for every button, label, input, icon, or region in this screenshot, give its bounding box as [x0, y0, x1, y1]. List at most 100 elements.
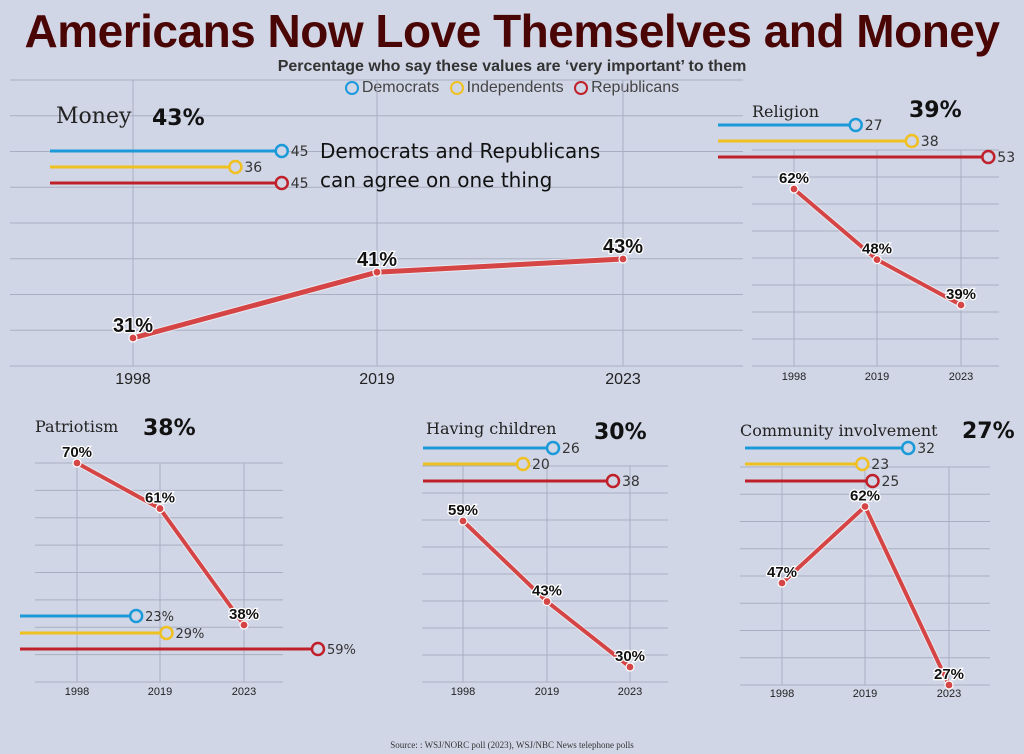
party-marker-independents: [159, 625, 174, 641]
party-marker-democrats: [848, 117, 863, 133]
party-value-label: 53: [997, 150, 1015, 166]
panel-headline-value: 30%: [594, 420, 647, 445]
data-point: [372, 267, 382, 277]
x-tick-label: 2023: [232, 686, 256, 698]
data-point: [872, 255, 882, 265]
source-note: Source: : WSJ/NORC poll (2023), WSJ/NBC …: [390, 740, 634, 750]
data-label: 48%: [862, 241, 892, 258]
party-marker-republicans: [310, 641, 326, 657]
data-point: [625, 662, 635, 672]
panel-headline-value: 27%: [962, 419, 1015, 444]
panel-title: Patriotism: [35, 417, 118, 436]
party-marker-democrats: [128, 608, 144, 624]
legend-item-independents: Independents: [449, 79, 564, 97]
panel-having-children: 1998 2019 2023 Having children 30% 26 20 38 59% 4…: [422, 419, 668, 698]
data-label: 27%: [934, 666, 964, 683]
data-label: 30%: [615, 648, 645, 665]
x-tick-label: 2019: [535, 686, 559, 698]
panel-title: Having children: [426, 419, 556, 438]
party-value-label: 29%: [175, 627, 204, 642]
republicans-marker-icon: [574, 81, 589, 95]
party-marker-democrats: [545, 440, 561, 456]
party-value-label: 20: [532, 457, 550, 473]
data-label: 39%: [946, 286, 976, 303]
data-point: [789, 184, 799, 194]
party-marker-republicans: [865, 473, 880, 489]
data-point: [956, 300, 966, 310]
legend-label: Democrats: [361, 79, 440, 96]
data-point: [618, 254, 628, 264]
party-value-label: 45: [291, 176, 309, 192]
party-marker-independents: [228, 159, 243, 175]
party-marker-democrats: [900, 440, 916, 456]
panel-headline-value: 39%: [909, 98, 962, 123]
independents-marker-icon: [449, 81, 464, 95]
data-label: 62%: [779, 170, 809, 187]
data-label: 47%: [767, 564, 797, 581]
party-value-label: 59%: [327, 643, 356, 658]
legend: Democrats Independents Republicans: [0, 79, 1024, 100]
x-tick-label: 2019: [853, 688, 877, 700]
data-point: [239, 620, 249, 630]
x-tick-label: 2023: [937, 688, 961, 700]
x-tick-label: 2019: [865, 371, 889, 383]
data-label: 70%: [62, 444, 92, 461]
x-tick-label: 2023: [605, 371, 641, 388]
party-marker-democrats: [274, 143, 289, 159]
data-label: 38%: [229, 606, 259, 623]
party-value-label: 36: [244, 160, 262, 176]
data-label: 62%: [850, 488, 880, 505]
democrats-marker-icon: [344, 81, 359, 95]
panel-money: 1998 2019 2023 Money 43% 45 36 45 31% 41% 43% Democ…: [10, 79, 743, 388]
annotation-text: Democrats and Republicans: [320, 139, 600, 163]
x-tick-label: 1998: [115, 371, 151, 388]
party-value-label: 38: [921, 134, 939, 150]
party-marker-independents: [515, 456, 531, 472]
legend-item-republicans: Republicans: [574, 79, 679, 97]
legend-label: Republicans: [591, 79, 680, 96]
party-marker-republicans: [981, 149, 996, 165]
legend-item-democrats: Democrats: [344, 79, 440, 97]
data-label: 31%: [113, 315, 153, 337]
chart-title: Americans Now Love Themselves and Money: [24, 5, 1000, 57]
party-value-label: 45: [291, 144, 309, 160]
panel-headline-value: 43%: [152, 106, 205, 131]
party-marker-independents: [904, 133, 920, 149]
data-point: [128, 333, 138, 343]
party-value-label: 38: [622, 474, 640, 490]
grid: [422, 465, 668, 683]
chart-subtitle: Percentage who say these values are ‘ver…: [277, 58, 747, 75]
grid: [10, 79, 743, 367]
panel-community-involvement: 1998 2019 2023 Community involvement 27% 32 23…: [740, 419, 1015, 700]
annotation-text: can agree on one thing: [320, 168, 552, 192]
party-value-label: 26: [562, 441, 580, 457]
x-tick-label: 2019: [359, 371, 395, 388]
panel-title: Religion: [752, 102, 819, 121]
panel-headline-value: 38%: [143, 416, 196, 441]
party-value-label: 23%: [145, 610, 174, 625]
party-value-label: 23: [871, 457, 889, 473]
x-tick-label: 1998: [770, 688, 794, 700]
x-tick-label: 1998: [65, 686, 89, 698]
x-tick-label: 2023: [949, 371, 973, 383]
party-value-label: 32: [917, 441, 935, 457]
party-value-label: 25: [882, 474, 900, 490]
data-label: 59%: [448, 502, 478, 519]
x-tick-label: 2019: [148, 686, 172, 698]
data-label: 41%: [357, 249, 397, 271]
data-label: 43%: [603, 236, 643, 258]
x-tick-label: 2023: [618, 686, 642, 698]
party-marker-republicans: [274, 175, 289, 191]
panel-patriotism: 1998 2019 2023 Patriotism 38% 23%29% 59% 70% 61%…: [20, 416, 356, 698]
data-point: [155, 503, 165, 514]
legend-label: Independents: [466, 79, 564, 96]
data-label: 43%: [532, 583, 562, 600]
data-point: [72, 458, 82, 468]
party-marker-independents: [855, 456, 870, 472]
data-point: [860, 501, 870, 512]
party-marker-republicans: [605, 473, 621, 489]
data-point: [542, 596, 552, 607]
grid: [752, 149, 999, 367]
data-label: 61%: [145, 490, 175, 507]
